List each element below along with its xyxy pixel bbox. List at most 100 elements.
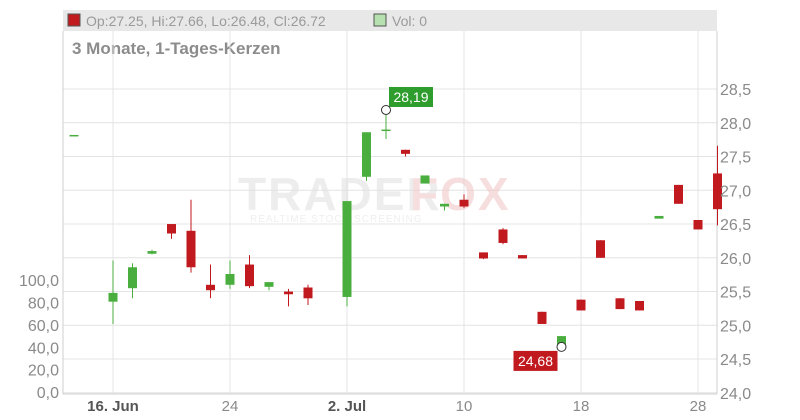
- volume-tick-label: 100,0: [19, 273, 59, 290]
- volume-tick-label: 20,0: [28, 363, 59, 380]
- volume-legend-swatch: [373, 13, 387, 27]
- candle: [342, 201, 352, 307]
- candle: [713, 145, 722, 226]
- price-tick-label: 26,0: [720, 251, 751, 268]
- annotation-marker: [556, 341, 567, 352]
- candle: [440, 203, 449, 211]
- price-axis-ticks: 24,0 24,5 25,0 25,5 26,0 26,5 27,0 27,5 28,0 28,5: [720, 82, 751, 403]
- candle: [576, 299, 586, 311]
- candle: [147, 249, 157, 255]
- candle-body: [186, 230, 196, 268]
- candle-body: [401, 149, 410, 154]
- annotation-label: 24,68: [518, 353, 553, 369]
- candle-body: [167, 224, 176, 234]
- watermark-tagline: REALTIME STOCK SCREENING: [250, 214, 423, 225]
- date-tick-label: 2. Jul: [328, 398, 366, 415]
- candle: [518, 255, 527, 259]
- candle-body: [596, 240, 605, 258]
- traderfox-watermark: TRADER FOX REALTIME STOCK SCREENING: [238, 168, 509, 225]
- candle-body: [615, 298, 625, 310]
- price-tick-label: 28,0: [720, 116, 751, 133]
- candle: [459, 194, 469, 208]
- price-tick-label: 25,0: [720, 318, 751, 335]
- candle-body: [381, 129, 391, 132]
- low-annotation: 24,68: [513, 341, 567, 371]
- candle: [206, 264, 215, 299]
- candle-body: [245, 264, 254, 287]
- candle: [635, 301, 644, 311]
- candle: [479, 252, 488, 260]
- candle-body: [108, 292, 118, 302]
- candle: [674, 184, 683, 204]
- candle: [420, 175, 430, 184]
- volume-readout: Vol: 0: [392, 13, 427, 29]
- chart-subtitle: 3 Monate, 1-Tages-Kerzen: [72, 39, 280, 58]
- volume-tick-label: 60,0: [28, 318, 59, 335]
- candle: [225, 260, 235, 289]
- volume-tick-label: 40,0: [28, 340, 59, 357]
- candle-body: [713, 173, 722, 210]
- candle-body: [518, 255, 527, 259]
- candle: [167, 224, 176, 239]
- candle: [108, 260, 118, 324]
- candle: [186, 199, 196, 273]
- annotation-label: 28,19: [393, 89, 428, 105]
- candle-body: [342, 201, 352, 297]
- price-tick-label: 24,0: [720, 386, 751, 403]
- candle: [69, 134, 79, 137]
- volume-tick-label: 80,0: [28, 296, 59, 313]
- volume-axis-ticks: 0,0 20,0 40,0 60,0 80,0 100,0: [19, 273, 59, 402]
- candle-body: [440, 203, 449, 207]
- candles-layer: [69, 109, 722, 347]
- candle: [401, 149, 410, 157]
- candle-body: [128, 267, 137, 289]
- candle: [284, 288, 293, 307]
- price-tick-label: 28,5: [720, 82, 751, 99]
- date-tick-label: 24: [222, 398, 239, 415]
- high-annotation: 28,19: [381, 86, 433, 115]
- annotation-box: [513, 350, 558, 371]
- candle: [362, 132, 371, 181]
- annotations-layer: 28,19 24,68: [381, 86, 567, 371]
- candle-body: [557, 336, 566, 347]
- price-tick-label: 24,5: [720, 352, 751, 369]
- candle: [303, 284, 313, 306]
- candle-body: [420, 175, 430, 184]
- candle-body: [693, 220, 703, 230]
- candle: [498, 228, 508, 245]
- price-tick-label: 26,5: [720, 217, 751, 234]
- candle-body: [206, 284, 215, 291]
- candle: [615, 298, 625, 310]
- candle: [537, 311, 547, 324]
- candle: [128, 263, 137, 299]
- candle-body: [537, 311, 547, 324]
- candle-body: [654, 215, 664, 219]
- candle: [245, 255, 254, 289]
- candle-body: [303, 287, 313, 299]
- ohlc-legend-swatch: [67, 13, 81, 27]
- candle-body: [459, 199, 469, 207]
- candle: [654, 215, 664, 219]
- watermark-brand-left: TRADER: [238, 168, 442, 220]
- candle: [264, 282, 274, 291]
- candle-body: [69, 134, 79, 137]
- candle-body: [479, 252, 488, 259]
- annotation-box: [389, 86, 433, 107]
- candle-body: [635, 301, 644, 311]
- price-tick-label: 27,0: [720, 183, 751, 200]
- candle: [693, 220, 703, 230]
- candle-body: [264, 282, 274, 287]
- ohlc-readout: Op:27.25, Hi:27.66, Lo:26.48, Cl:26.72: [86, 13, 326, 29]
- candle: [596, 240, 605, 258]
- date-tick-label: 10: [456, 398, 473, 415]
- date-tick-label: 18: [573, 398, 590, 415]
- candle-body: [362, 132, 371, 177]
- candle-body: [576, 299, 586, 311]
- date-tick-label: 28: [690, 398, 707, 415]
- annotation-marker: [381, 104, 391, 115]
- header-bar: [63, 10, 717, 31]
- date-tick-label: 16. Jun: [87, 398, 139, 415]
- price-tick-label: 25,5: [720, 285, 751, 302]
- candle-body: [674, 184, 683, 204]
